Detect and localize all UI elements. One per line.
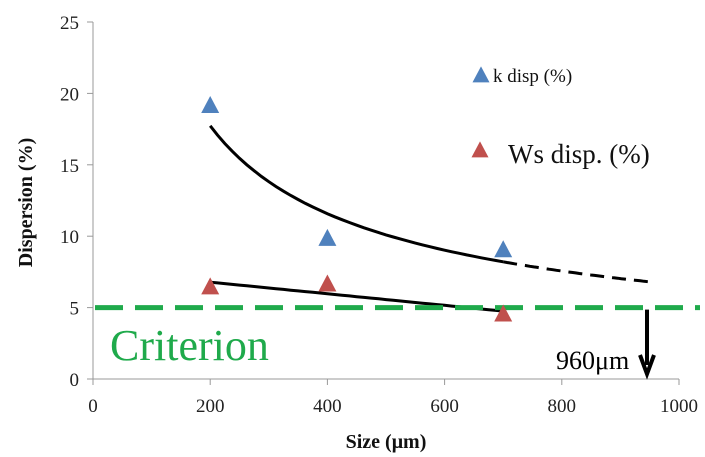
y-tick-label: 10 <box>60 227 79 248</box>
x-tick-label: 600 <box>430 396 459 417</box>
series-1-point <box>494 304 513 322</box>
legend-marker-0 <box>472 66 490 83</box>
trendline-solid-1 <box>210 280 504 313</box>
data-points <box>201 96 513 322</box>
y-tick-label: 0 <box>70 370 80 391</box>
y-tick-label: 20 <box>60 84 79 105</box>
x-tick-label: 0 <box>88 396 98 417</box>
trend-lines <box>209 124 656 313</box>
criterion-label: Criterion <box>110 321 269 370</box>
legend-marker-1 <box>471 141 489 158</box>
series-1-point <box>201 277 220 295</box>
criterion-group: Criterion <box>95 305 700 370</box>
y-axis-title: Dispersion (%) <box>15 138 37 267</box>
series-0-point <box>494 240 513 258</box>
axes: 0 200 400 600 800 1000 0 5 10 15 20 25 <box>60 13 698 417</box>
series-0-point <box>201 96 220 114</box>
y-tick-label: 5 <box>70 299 80 320</box>
trendline-solid-0 <box>209 124 504 264</box>
x-axis-title: Size (μm) <box>346 431 427 453</box>
annotation-group: 960μm <box>556 309 656 380</box>
annotation-arrow-head <box>638 354 656 380</box>
legend: k disp (%) Ws disp. (%) <box>471 66 650 169</box>
series-0-point <box>318 228 337 246</box>
x-tick-label: 400 <box>313 396 342 417</box>
trendline-dashed-0 <box>502 260 656 284</box>
annotation-label: 960μm <box>556 346 629 375</box>
y-tick-label: 15 <box>60 156 79 177</box>
x-tick-label: 800 <box>548 396 577 417</box>
legend-label-0: k disp (%) <box>493 66 572 87</box>
x-tick-label: 200 <box>196 396 225 417</box>
legend-label-1: Ws disp. (%) <box>508 139 650 169</box>
series-1-point <box>318 274 337 292</box>
x-tick-label: 1000 <box>660 396 698 417</box>
y-tick-label: 25 <box>60 13 79 34</box>
